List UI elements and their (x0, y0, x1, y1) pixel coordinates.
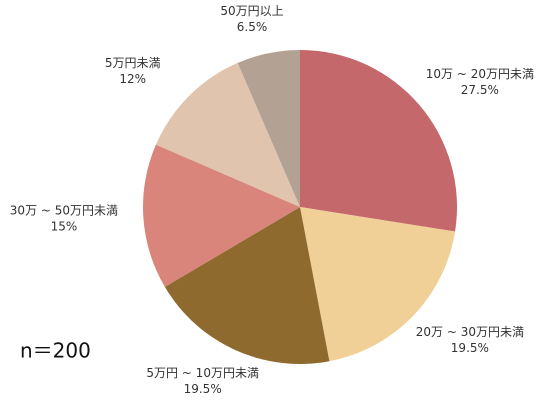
slice-label: 5万円 ~ 10万円未満 (146, 366, 259, 380)
slice-label: 20万 ~ 30万円未満 (416, 325, 524, 339)
pie-slice (237, 50, 300, 207)
sample-size-note: n＝200 (20, 339, 91, 363)
slice-value-label: 19.5% (451, 341, 489, 355)
slice-label: 5万円未満 (105, 56, 161, 70)
slice-value-label: 27.5% (461, 83, 499, 97)
pie-slice (300, 207, 456, 362)
pie-slice (155, 62, 300, 208)
pie-slice (300, 50, 457, 232)
slice-label: 10万 ~ 20万円未満 (426, 67, 534, 81)
slice-label: 50万円以上 (220, 4, 283, 18)
pie-slice (164, 207, 330, 364)
slice-value-label: 15% (51, 220, 78, 234)
slice-label: 30万 ~ 50万円未満 (10, 204, 118, 218)
slice-value-label: 6.5% (237, 20, 268, 34)
slice-value-label: 12% (119, 72, 146, 86)
slice-value-label: 19.5% (184, 382, 222, 396)
pie-slice (143, 144, 300, 287)
